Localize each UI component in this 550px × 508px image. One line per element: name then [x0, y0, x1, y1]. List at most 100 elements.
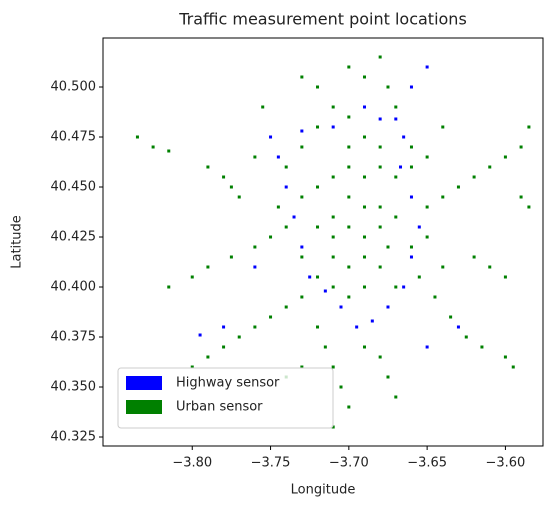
y-axis-label: Latitude — [10, 215, 25, 269]
point — [300, 195, 304, 199]
point — [284, 305, 288, 309]
point — [347, 225, 351, 229]
point — [316, 85, 320, 89]
point — [339, 385, 343, 389]
point — [503, 155, 507, 159]
point — [347, 195, 351, 199]
point — [402, 285, 406, 289]
point — [300, 129, 304, 133]
point — [433, 295, 437, 299]
point — [167, 149, 171, 153]
point — [394, 285, 398, 289]
point — [480, 345, 484, 349]
point — [316, 185, 320, 189]
point — [378, 55, 382, 59]
point — [503, 355, 507, 359]
point — [409, 85, 413, 89]
y-tick-label: 40.325 — [51, 430, 97, 445]
point — [323, 345, 327, 349]
point — [394, 395, 398, 399]
point — [135, 135, 139, 139]
x-tick-label: −3.75 — [251, 456, 291, 471]
point — [347, 265, 351, 269]
point — [229, 185, 233, 189]
point — [511, 365, 515, 369]
point — [300, 245, 304, 249]
point — [472, 175, 476, 179]
point — [362, 345, 366, 349]
point — [362, 175, 366, 179]
y-tick-label: 40.475 — [51, 130, 97, 145]
point — [386, 375, 390, 379]
point — [386, 305, 390, 309]
point — [362, 75, 366, 79]
x-tick-label: −3.60 — [485, 456, 525, 471]
point — [409, 255, 413, 259]
point — [347, 65, 351, 69]
point — [331, 365, 335, 369]
point — [519, 195, 523, 199]
point — [276, 205, 280, 209]
point — [441, 125, 445, 129]
point — [362, 235, 366, 239]
point — [300, 255, 304, 259]
point — [198, 333, 202, 337]
point — [269, 135, 273, 139]
plot-frame — [102, 37, 544, 447]
point — [347, 165, 351, 169]
point — [206, 265, 210, 269]
point — [527, 205, 531, 209]
legend-label: Highway sensor — [176, 376, 280, 391]
point — [472, 255, 476, 259]
point — [378, 225, 382, 229]
point — [151, 145, 155, 149]
y-tick-label: 40.350 — [51, 380, 97, 395]
point — [237, 195, 241, 199]
point — [323, 289, 327, 293]
y-tick-label: 40.375 — [51, 330, 97, 345]
point — [441, 195, 445, 199]
point — [269, 315, 273, 319]
point — [190, 365, 194, 369]
point — [386, 85, 390, 89]
point — [449, 315, 453, 319]
point — [300, 295, 304, 299]
point — [464, 335, 468, 339]
point — [402, 135, 406, 139]
point — [488, 165, 492, 169]
point — [331, 255, 335, 259]
point — [355, 325, 359, 329]
point — [519, 145, 523, 149]
point — [378, 265, 382, 269]
point — [362, 255, 366, 259]
point — [409, 245, 413, 249]
point — [409, 165, 413, 169]
y-tick-label: 40.500 — [51, 80, 97, 95]
point — [409, 145, 413, 149]
point — [253, 265, 257, 269]
point — [331, 235, 335, 239]
point — [253, 325, 257, 329]
x-tick-label: −3.70 — [329, 456, 369, 471]
point — [347, 115, 351, 119]
point — [362, 205, 366, 209]
point — [417, 275, 421, 279]
point — [222, 345, 226, 349]
legend-swatch — [126, 376, 162, 390]
point — [206, 355, 210, 359]
point — [190, 275, 194, 279]
point — [316, 225, 320, 229]
point — [300, 365, 304, 369]
point — [488, 265, 492, 269]
point — [527, 125, 531, 129]
point — [308, 275, 312, 279]
point — [316, 125, 320, 129]
point — [362, 285, 366, 289]
point — [284, 165, 288, 169]
point — [362, 105, 366, 109]
point — [276, 155, 280, 159]
point — [503, 275, 507, 279]
point — [417, 225, 421, 229]
point — [394, 175, 398, 179]
